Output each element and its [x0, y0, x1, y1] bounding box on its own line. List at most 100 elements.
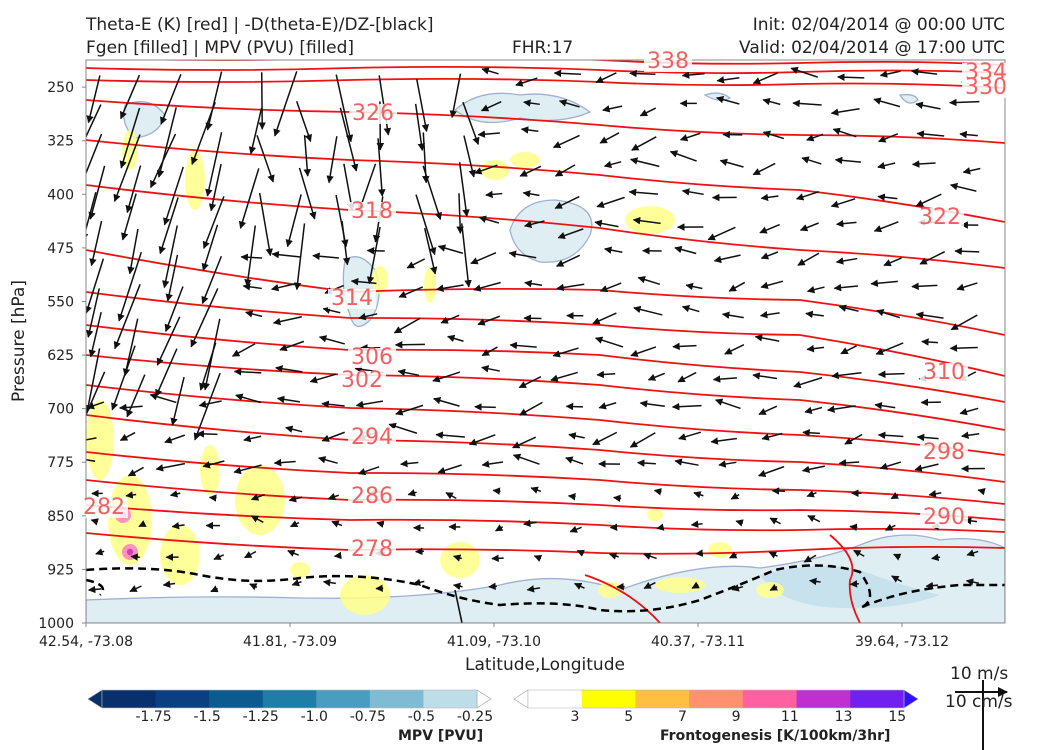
wind-vector [681, 304, 700, 313]
fgen-region [510, 152, 540, 168]
wind-vector [875, 342, 904, 355]
wind-vector [271, 283, 296, 292]
wind-vector [435, 284, 464, 292]
wind-vector [569, 525, 582, 533]
mpv-colorbar-segment [102, 690, 157, 708]
wind-vector [289, 520, 300, 528]
y-tick-label: 925 [47, 562, 74, 578]
wind-vector [795, 191, 820, 201]
wind-vector [156, 107, 177, 178]
wind-vector [478, 215, 500, 224]
wind-vector [568, 432, 585, 440]
wind-vector [567, 493, 576, 501]
wind-vector [86, 75, 101, 124]
wind-vector [959, 407, 979, 416]
wind-vector [827, 405, 856, 413]
wind-vector [335, 74, 354, 143]
wind-vector [633, 305, 663, 316]
wind-vector [271, 250, 301, 259]
contour-label: 286 [351, 484, 393, 509]
fgen-region [424, 267, 436, 303]
y-axis-ticks: 250 325 400 475 550 625 700 775 850 925 1000 [38, 80, 86, 632]
wind-vector [86, 104, 102, 149]
mpv-colorbar-segment [423, 690, 478, 708]
wind-vector [113, 134, 141, 203]
mpv-colorbar-extend-high [476, 689, 492, 709]
wind-vector [171, 521, 185, 530]
wind-vector [759, 311, 780, 319]
wind-vector [86, 371, 106, 428]
contour-label: 330 [965, 75, 1007, 100]
wind-vector [341, 221, 351, 266]
contour-label-bg [916, 208, 964, 228]
fgen-region [756, 582, 784, 598]
contour-label-bg [348, 202, 396, 222]
filled-fields [86, 92, 1005, 623]
wind-vector [492, 487, 501, 495]
wind-vector [414, 103, 426, 152]
wind-vector [210, 585, 219, 593]
wind-vector [835, 219, 857, 228]
wind-vector [86, 401, 105, 410]
fgen-colorbar-segment [581, 690, 636, 708]
fgen-colorbar-segment [528, 690, 583, 708]
wind-vector [522, 190, 540, 198]
wind-vector [911, 282, 938, 291]
mpv-region [703, 92, 732, 102]
wind-vector [273, 71, 298, 137]
mpv-colorbar-tick: -0.25 [456, 709, 494, 725]
wind-vector [768, 551, 778, 559]
wind-vector [599, 282, 622, 293]
wind-vector [312, 252, 340, 260]
wind-vector [287, 549, 299, 557]
wind-vector [481, 460, 504, 468]
wind-vector [393, 317, 421, 334]
x-tick-label: 39.64, -73.12 [855, 634, 949, 650]
wind-vector [693, 491, 704, 499]
y-tick-label: 400 [47, 187, 74, 203]
wind-vector [238, 168, 260, 229]
wind-vector [695, 549, 704, 557]
wind-vector [884, 523, 896, 531]
wind-vector [275, 365, 303, 373]
wind-vector [333, 551, 342, 560]
wind-vector [456, 193, 464, 234]
wind-vector [801, 156, 822, 165]
y-tick-label: 250 [47, 80, 74, 96]
wind-vector [915, 311, 944, 319]
wind-vector [125, 165, 142, 214]
contour-label: 294 [351, 425, 393, 450]
wind-vector [250, 515, 264, 523]
wind-vector [518, 375, 542, 389]
wind-vector [647, 372, 666, 381]
wind-vector [155, 348, 178, 398]
stability-contour [86, 564, 1005, 613]
reference-vector-wind: 10 m/s [950, 664, 1009, 684]
wind-vector [412, 578, 425, 587]
title-line-2: Fgen [filled] | MPV (PVU) [filled] [86, 38, 355, 58]
wind-vector [303, 135, 311, 177]
mpv-colorbar-frame [101, 689, 478, 709]
wind-vector [553, 69, 582, 78]
wind-vector [245, 310, 263, 318]
fgen-colorbar-tick: 15 [888, 709, 907, 725]
wind-vector [707, 226, 736, 241]
wind-vector [962, 167, 981, 175]
mpv-colorbar-label: MPV [PVU] [398, 728, 484, 744]
wind-vector [752, 72, 778, 85]
contour-label-bg [920, 363, 968, 383]
wind-vector [752, 372, 778, 380]
wind-vector [111, 345, 136, 411]
wind-vector [86, 348, 101, 413]
wind-vector [235, 393, 261, 404]
wind-vector [629, 432, 656, 448]
x-tick-label: 41.81, -73.09 [243, 634, 337, 650]
fgen-region [122, 130, 138, 170]
wind-vector [925, 581, 939, 590]
wind-vector [769, 583, 778, 591]
wind-vector [956, 282, 978, 291]
fgen-region [235, 465, 285, 535]
wind-vector [873, 221, 899, 233]
wind-vector [244, 550, 257, 559]
contour-label-bg [920, 508, 968, 528]
